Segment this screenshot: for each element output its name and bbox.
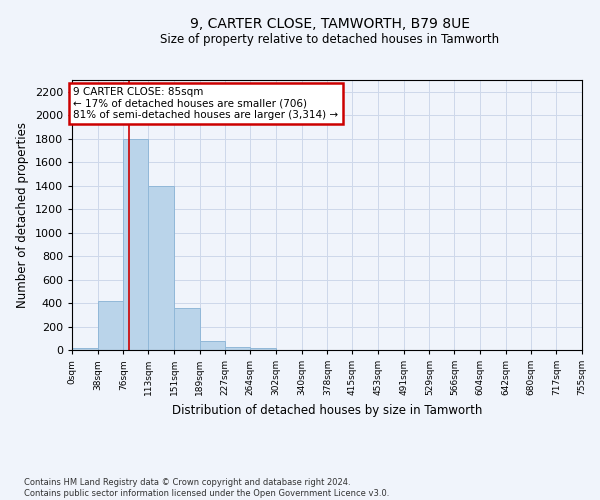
Bar [98,300,124,350]
X-axis label: Distribution of detached houses by size in Tamworth: Distribution of detached houses by size … [172,404,482,416]
Text: 9, CARTER CLOSE, TAMWORTH, B79 8UE: 9, CARTER CLOSE, TAMWORTH, B79 8UE [190,18,470,32]
Bar [174,308,200,350]
Bar [148,186,174,350]
Y-axis label: Number of detached properties: Number of detached properties [16,122,29,308]
Bar [226,347,250,350]
Bar [200,340,226,350]
Bar [124,138,148,350]
Bar [72,348,98,350]
Text: Size of property relative to detached houses in Tamworth: Size of property relative to detached ho… [160,32,500,46]
Text: 9 CARTER CLOSE: 85sqm
← 17% of detached houses are smaller (706)
81% of semi-det: 9 CARTER CLOSE: 85sqm ← 17% of detached … [73,87,338,120]
Bar [250,348,276,350]
Text: Contains HM Land Registry data © Crown copyright and database right 2024.
Contai: Contains HM Land Registry data © Crown c… [24,478,389,498]
